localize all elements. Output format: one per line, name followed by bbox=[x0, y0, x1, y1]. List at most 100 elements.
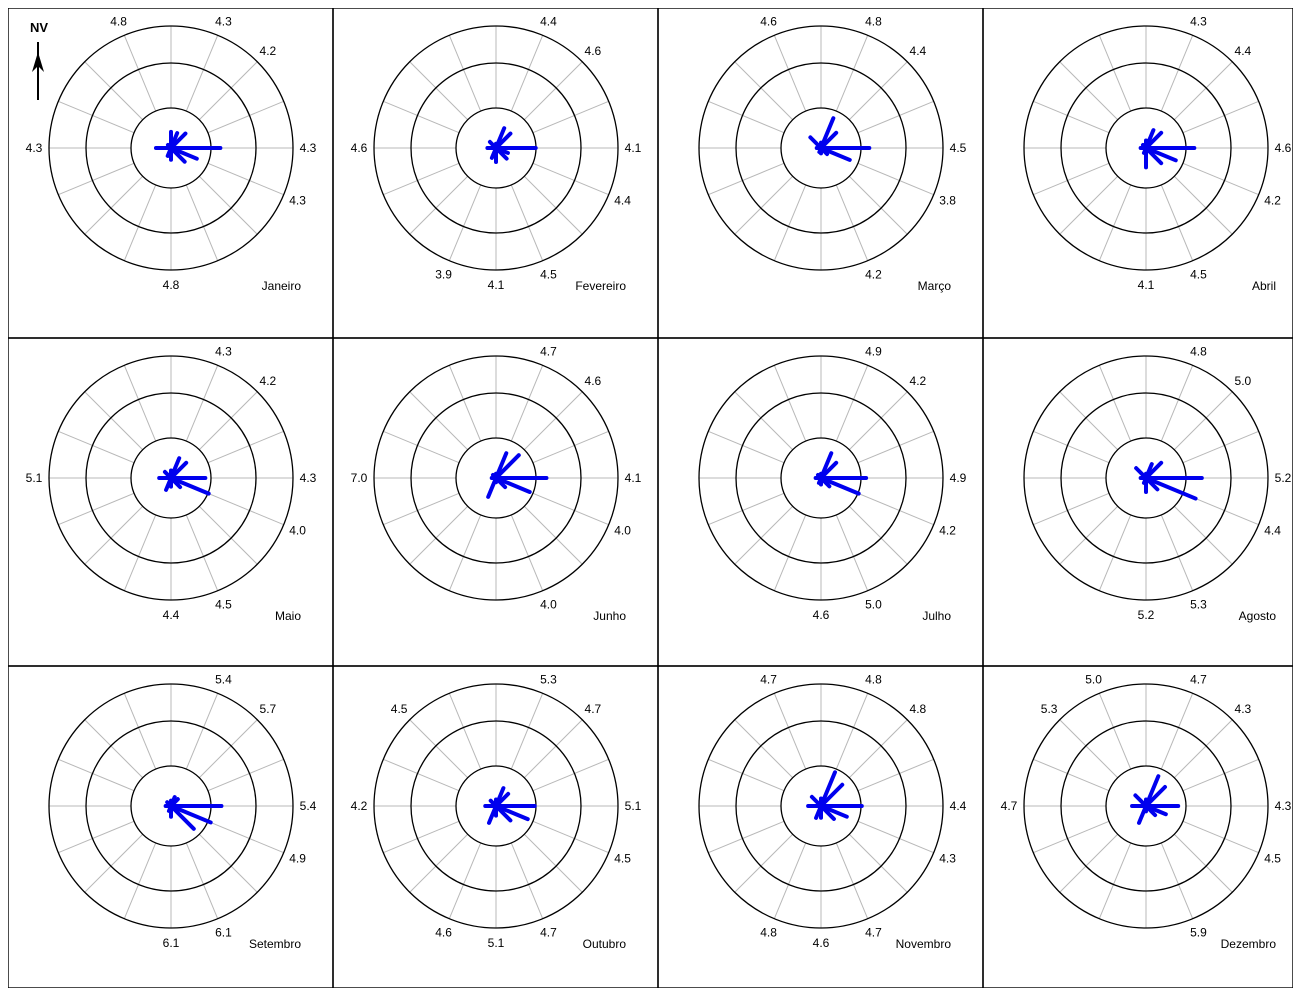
speed-label: 4.3 bbox=[215, 14, 232, 28]
grid-spoke bbox=[58, 430, 135, 464]
grid-spoke bbox=[185, 184, 219, 261]
grid-spoke bbox=[532, 492, 609, 526]
speed-label: 4.6 bbox=[760, 14, 777, 28]
grid-spoke bbox=[1033, 100, 1110, 134]
grid-spoke bbox=[835, 365, 869, 442]
wind-petal-janeiro-9 bbox=[165, 142, 173, 150]
speed-label: 5.0 bbox=[1085, 672, 1102, 686]
grid-spoke bbox=[734, 175, 794, 235]
grid-spoke bbox=[123, 35, 157, 112]
wind-petal-outubro-5 bbox=[494, 804, 513, 823]
grid-spoke bbox=[523, 833, 583, 893]
grid-spoke bbox=[734, 719, 794, 779]
grid-spoke bbox=[1173, 505, 1233, 565]
wind-petal-novembro-2 bbox=[819, 782, 845, 808]
grid-spoke bbox=[708, 430, 785, 464]
speed-label: 5.2 bbox=[1138, 608, 1155, 622]
speed-label: 4.5 bbox=[1264, 851, 1281, 865]
grid-spoke bbox=[1059, 391, 1119, 451]
grid-spoke bbox=[523, 175, 583, 235]
speed-label: 4.2 bbox=[865, 268, 882, 282]
grid-spoke bbox=[857, 430, 934, 464]
speed-label: 4.8 bbox=[110, 14, 127, 28]
grid-spoke bbox=[1098, 514, 1132, 591]
wind-petal-agosto-9 bbox=[1134, 466, 1148, 480]
speed-label: 4.3 bbox=[300, 141, 317, 155]
speed-label: 5.1 bbox=[625, 799, 642, 813]
grid-ring-2 bbox=[410, 392, 582, 564]
grid-spoke bbox=[773, 514, 807, 591]
grid-ring-2 bbox=[1060, 720, 1232, 892]
grid-spoke bbox=[58, 492, 135, 526]
grid-spoke bbox=[523, 719, 583, 779]
speed-label: 4.3 bbox=[289, 193, 306, 207]
month-label-novembro: Novembro bbox=[896, 937, 952, 951]
month-label-julho: Julho bbox=[922, 609, 951, 623]
grid-ring-3 bbox=[48, 355, 294, 601]
speed-label: 4.8 bbox=[1190, 344, 1207, 358]
speed-label: 4.6 bbox=[435, 926, 452, 940]
grid-spoke bbox=[448, 184, 482, 261]
grid-ring-3 bbox=[698, 683, 944, 929]
grid-spoke bbox=[1160, 184, 1194, 261]
wind-petal-outubro-9 bbox=[488, 798, 498, 808]
speed-label: 4.7 bbox=[865, 926, 882, 940]
grid-spoke bbox=[835, 184, 869, 261]
wind-petal-outubro-7 bbox=[487, 804, 498, 825]
grid-spoke bbox=[448, 842, 482, 919]
grid-spoke bbox=[123, 365, 157, 442]
grid-spoke bbox=[835, 693, 869, 770]
grid-spoke bbox=[123, 693, 157, 770]
month-label-junho: Junho bbox=[593, 609, 626, 623]
speed-label: 4.3 bbox=[215, 344, 232, 358]
grid-spoke bbox=[773, 842, 807, 919]
speed-label: 4.6 bbox=[1275, 141, 1292, 155]
speed-label: 4.7 bbox=[1190, 672, 1207, 686]
grid-spoke bbox=[448, 514, 482, 591]
speed-label: 4.8 bbox=[910, 702, 927, 716]
grid-spoke bbox=[1160, 365, 1194, 442]
speed-label: 4.8 bbox=[760, 926, 777, 940]
speed-label: 5.7 bbox=[260, 702, 277, 716]
grid-spoke bbox=[734, 833, 794, 893]
grid-spoke bbox=[198, 391, 258, 451]
speed-label: 5.1 bbox=[26, 471, 43, 485]
grid-spoke bbox=[409, 719, 469, 779]
wind-petal-julho-4 bbox=[819, 476, 861, 496]
grid-spoke bbox=[383, 758, 460, 792]
grid-spoke bbox=[708, 492, 785, 526]
wind-petal-março-1 bbox=[819, 116, 836, 150]
grid-spoke bbox=[773, 693, 807, 770]
speed-label: 5.3 bbox=[1041, 702, 1058, 716]
speed-label: 4.1 bbox=[625, 141, 642, 155]
month-label-maio: Maio bbox=[275, 609, 301, 623]
grid-spoke bbox=[510, 842, 544, 919]
grid-spoke bbox=[532, 430, 609, 464]
speed-label: 4.2 bbox=[1264, 193, 1281, 207]
grid-spoke bbox=[857, 100, 934, 134]
speed-label: 4.9 bbox=[950, 471, 967, 485]
wind-petal-março-2 bbox=[819, 130, 839, 150]
grid-spoke bbox=[1059, 175, 1119, 235]
grid-spoke bbox=[185, 365, 219, 442]
wind-petal-junho-9 bbox=[490, 472, 498, 480]
speed-label: 7.0 bbox=[351, 471, 368, 485]
speed-label: 4.3 bbox=[300, 471, 317, 485]
grid-spoke bbox=[1182, 100, 1259, 134]
speed-label: 5.4 bbox=[215, 672, 232, 686]
speed-label: 4.5 bbox=[215, 598, 232, 612]
wind-petal-maio-9 bbox=[162, 469, 173, 480]
grid-spoke bbox=[1173, 61, 1233, 121]
grid-spoke bbox=[185, 693, 219, 770]
speed-label: 4.1 bbox=[1138, 278, 1155, 292]
month-label-abril: Abril bbox=[1252, 279, 1276, 293]
grid-spoke bbox=[857, 758, 934, 792]
grid-spoke bbox=[198, 505, 258, 565]
wind-petal-novembro-1 bbox=[819, 770, 837, 808]
speed-label: 4.3 bbox=[1275, 799, 1292, 813]
grid-spoke bbox=[198, 833, 258, 893]
grid-spoke bbox=[409, 175, 469, 235]
month-label-outubro: Outubro bbox=[583, 937, 627, 951]
grid-spoke bbox=[58, 100, 135, 134]
speed-label: 6.1 bbox=[163, 936, 180, 950]
